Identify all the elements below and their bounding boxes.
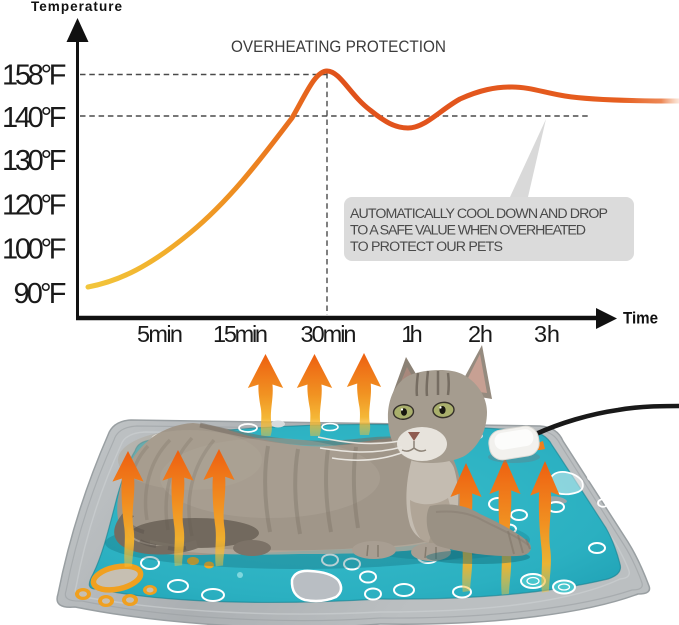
svg-text:2h: 2h xyxy=(468,321,493,347)
svg-text:158°F: 158°F xyxy=(2,60,67,92)
svg-text:30min: 30min xyxy=(301,321,357,347)
svg-text:3h: 3h xyxy=(534,321,560,347)
svg-text:130°F: 130°F xyxy=(2,145,67,177)
svg-text:TO A SAFE VALUE WHEN OVERHEAT: TO A SAFE VALUE WHEN OVERHEATED xyxy=(350,223,586,239)
svg-text:120°F: 120°F xyxy=(2,190,67,222)
svg-text:140°F: 140°F xyxy=(2,102,67,134)
svg-text:Time: Time xyxy=(623,309,658,328)
svg-text:15min: 15min xyxy=(213,321,268,347)
svg-text:100°F: 100°F xyxy=(2,234,67,266)
svg-text:OVERHEATING PROTECTION: OVERHEATING PROTECTION xyxy=(231,37,446,56)
svg-text:1h: 1h xyxy=(401,321,423,347)
svg-text:Temperature: Temperature xyxy=(31,0,122,14)
svg-text:5min: 5min xyxy=(137,321,183,347)
svg-text:90°F: 90°F xyxy=(14,278,67,310)
svg-text:TO PROTECT OUR PETS: TO PROTECT OUR PETS xyxy=(350,239,503,255)
svg-text:AUTOMATICALLY COOL DOWN AND DR: AUTOMATICALLY COOL DOWN AND DROP xyxy=(350,206,608,222)
